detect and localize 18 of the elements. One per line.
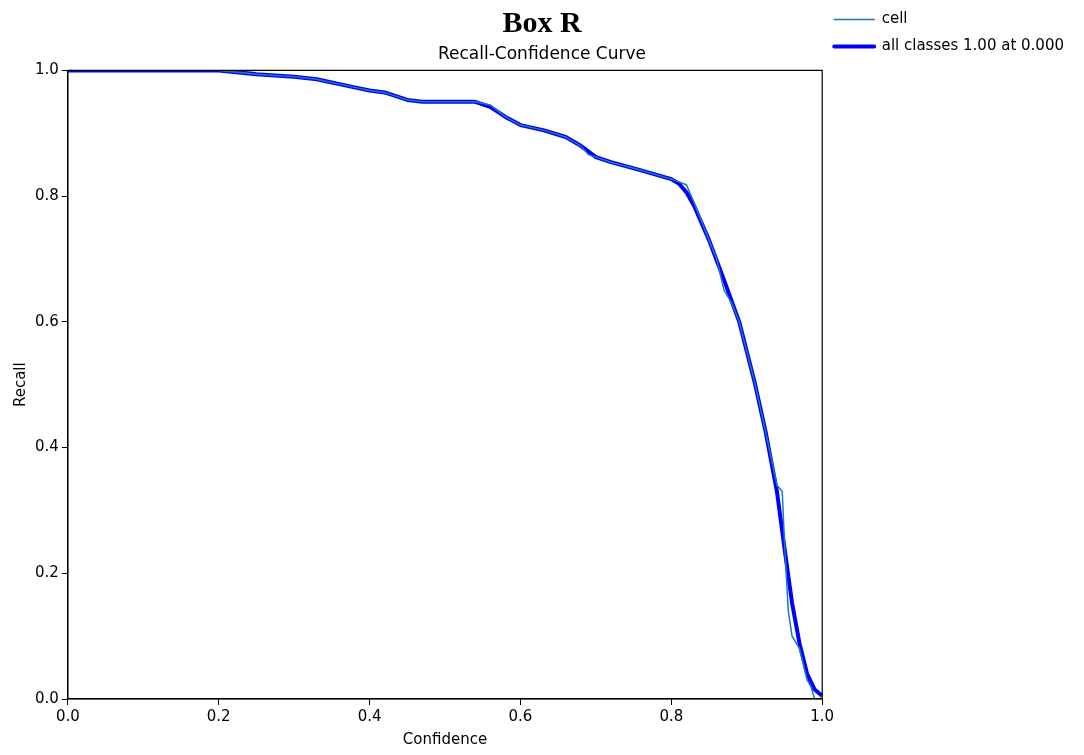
x-tick-label: 0.0	[55, 706, 80, 725]
x-tick-label: 0.6	[508, 706, 533, 725]
y-tick-label: 0.8	[35, 186, 59, 205]
x-axis-title: Confidence	[402, 729, 488, 748]
x-tick-label: 0.8	[659, 706, 684, 725]
legend-label: all classes 1.00 at 0.000	[881, 36, 1064, 55]
chart-title: Box R	[502, 4, 582, 38]
y-tick-label: 0.4	[35, 437, 59, 456]
y-tick-label: 1.0	[35, 60, 59, 79]
x-tick-label: 1.0	[810, 706, 835, 725]
y-tick-label: 0.0	[35, 688, 59, 707]
y-axis-title: Recall	[10, 362, 29, 408]
x-tick-label: 0.4	[357, 706, 382, 725]
x-tick-label: 0.2	[206, 706, 231, 725]
legend-label: cell	[881, 9, 908, 28]
y-tick-label: 0.6	[35, 311, 59, 330]
chart-subtitle: Recall-Confidence Curve	[438, 42, 646, 63]
y-tick-label: 0.2	[35, 563, 59, 582]
